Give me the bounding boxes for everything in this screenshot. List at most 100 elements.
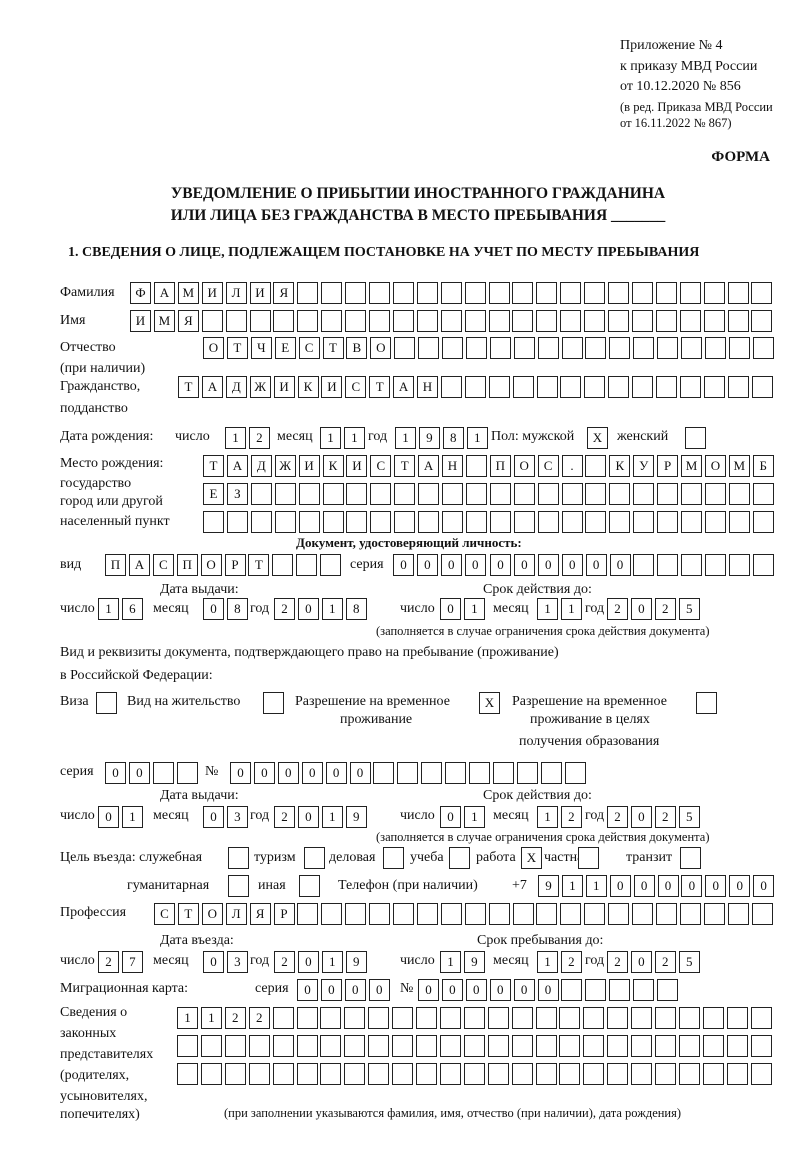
cell-stay-day[interactable]: 9 xyxy=(463,951,485,973)
cell-birthplace-line2[interactable] xyxy=(394,483,416,505)
cell-citizenship[interactable] xyxy=(464,376,486,398)
cell-id-number[interactable] xyxy=(633,554,655,576)
cell-birthplace-line2[interactable] xyxy=(561,483,583,505)
cell-birthplace-line2[interactable] xyxy=(489,483,511,505)
cell-stay-year[interactable]: 2 xyxy=(654,951,676,973)
cell-permit-issue-year[interactable]: 0 xyxy=(297,806,319,828)
cell-patronymic[interactable] xyxy=(561,337,583,359)
cell-citizenship[interactable]: Ж xyxy=(249,376,271,398)
cell-birthplace-line2[interactable] xyxy=(274,483,296,505)
cell-representatives-line2[interactable] xyxy=(702,1035,724,1057)
cell-surname[interactable] xyxy=(369,282,390,304)
cell-permit-issue-year[interactable]: 9 xyxy=(345,806,367,828)
cell-birth-year[interactable]: 1 xyxy=(466,427,488,449)
cell-patronymic[interactable] xyxy=(681,337,702,359)
cell-patronymic[interactable] xyxy=(418,337,440,359)
cell-birthplace-line3[interactable] xyxy=(226,511,248,533)
cell-permit-number[interactable] xyxy=(540,762,562,784)
cell-name[interactable] xyxy=(679,310,701,332)
cell-patronymic[interactable]: Т xyxy=(322,337,344,359)
cell-permit-issue-year[interactable]: 1 xyxy=(321,806,343,828)
cell-permit-number[interactable]: 0 xyxy=(349,762,371,784)
cell-id-issue-year[interactable]: 0 xyxy=(297,598,319,620)
cell-id-valid-year[interactable]: 2 xyxy=(607,598,628,620)
cell-surname[interactable] xyxy=(440,282,462,304)
cell-permit-valid-day[interactable]: 1 xyxy=(463,806,485,828)
cell-id-series[interactable]: 0 xyxy=(464,554,486,576)
cell-migration-series[interactable]: 0 xyxy=(320,979,342,1001)
cell-citizenship[interactable] xyxy=(727,376,749,398)
cell-patronymic[interactable] xyxy=(585,337,607,359)
cell-name[interactable] xyxy=(655,310,677,332)
cell-phone[interactable]: 1 xyxy=(585,875,607,897)
cell-surname[interactable]: Ф xyxy=(130,282,151,304)
cell-id-number[interactable] xyxy=(657,554,679,576)
cell-birthplace-line1[interactable]: Т xyxy=(203,455,224,477)
cell-permit-number[interactable] xyxy=(373,762,395,784)
cell-birthplace-line3[interactable] xyxy=(752,511,774,533)
cell-id-issue-year[interactable]: 2 xyxy=(274,598,295,620)
cell-birthplace-line3[interactable] xyxy=(274,511,296,533)
cell-migration-number[interactable]: 0 xyxy=(441,979,463,1001)
cell-phone[interactable]: 0 xyxy=(729,875,751,897)
cell-permit-number[interactable] xyxy=(516,762,538,784)
cell-patronymic[interactable] xyxy=(537,337,559,359)
cell-id-number[interactable] xyxy=(752,554,774,576)
cell-profession[interactable] xyxy=(560,903,582,925)
cell-birthplace-line2[interactable] xyxy=(681,483,702,505)
cell-citizenship[interactable] xyxy=(560,376,582,398)
cell-surname[interactable] xyxy=(416,282,438,304)
cell-citizenship[interactable]: Н xyxy=(417,376,438,398)
cell-name[interactable] xyxy=(464,310,486,332)
cell-birthplace-line2[interactable] xyxy=(346,483,368,505)
cell-entry-day[interactable]: 7 xyxy=(121,951,143,973)
cell-birthplace-line1[interactable]: П xyxy=(489,455,511,477)
cell-profession[interactable] xyxy=(679,903,701,925)
checkbox-purpose-other[interactable] xyxy=(299,875,320,897)
cell-representatives-line3[interactable] xyxy=(678,1063,700,1085)
cell-birthplace-line3[interactable] xyxy=(489,511,511,533)
cell-birthplace-line3[interactable] xyxy=(298,511,320,533)
cell-birthplace-line2[interactable] xyxy=(442,483,463,505)
cell-representatives-line1[interactable] xyxy=(607,1007,629,1029)
cell-representatives-line3[interactable] xyxy=(535,1063,557,1085)
cell-representatives-line1[interactable] xyxy=(655,1007,676,1029)
cell-birth-day[interactable]: 2 xyxy=(248,427,270,449)
cell-migration-number[interactable] xyxy=(585,979,607,1001)
cell-profession[interactable] xyxy=(464,903,486,925)
cell-citizenship[interactable] xyxy=(632,376,654,398)
checkbox-permit-temp[interactable]: X xyxy=(479,692,500,714)
checkbox-permit-temp-edu[interactable] xyxy=(696,692,717,714)
cell-phone[interactable]: 0 xyxy=(681,875,703,897)
cell-birthplace-line3[interactable] xyxy=(561,511,583,533)
cell-representatives-line2[interactable] xyxy=(463,1035,485,1057)
cell-citizenship[interactable] xyxy=(584,376,606,398)
checkbox-purpose-work[interactable]: X xyxy=(521,847,542,869)
cell-patronymic[interactable]: Т xyxy=(226,337,248,359)
cell-representatives-line1[interactable] xyxy=(559,1007,581,1029)
cell-id-series[interactable]: 0 xyxy=(393,554,414,576)
cell-representatives-line3[interactable] xyxy=(511,1063,533,1085)
checkbox-purpose-business[interactable] xyxy=(383,847,404,869)
cell-birth-year[interactable]: 8 xyxy=(442,427,464,449)
cell-representatives-line2[interactable] xyxy=(655,1035,676,1057)
cell-migration-number[interactable]: 0 xyxy=(418,979,439,1001)
checkbox-permit-residence[interactable] xyxy=(263,692,284,714)
cell-representatives-line1[interactable] xyxy=(583,1007,605,1029)
cell-representatives-line1[interactable] xyxy=(678,1007,700,1029)
cell-birthplace-line3[interactable] xyxy=(609,511,631,533)
cell-surname[interactable] xyxy=(345,282,367,304)
cell-representatives-line3[interactable] xyxy=(655,1063,676,1085)
cell-id-valid-year[interactable]: 5 xyxy=(678,598,700,620)
cell-profession[interactable]: Я xyxy=(249,903,271,925)
cell-entry-year[interactable]: 1 xyxy=(321,951,343,973)
cell-representatives-line1[interactable] xyxy=(296,1007,318,1029)
cell-citizenship[interactable] xyxy=(536,376,558,398)
cell-birthplace-line1[interactable]: Д xyxy=(250,455,272,477)
cell-id-number[interactable]: 0 xyxy=(561,554,583,576)
cell-permit-series[interactable] xyxy=(176,762,198,784)
cell-entry-year[interactable]: 2 xyxy=(274,951,295,973)
cell-birthplace-line1[interactable]: М xyxy=(728,455,750,477)
cell-representatives-line3[interactable] xyxy=(344,1063,366,1085)
cell-representatives-line1[interactable]: 1 xyxy=(200,1007,222,1029)
